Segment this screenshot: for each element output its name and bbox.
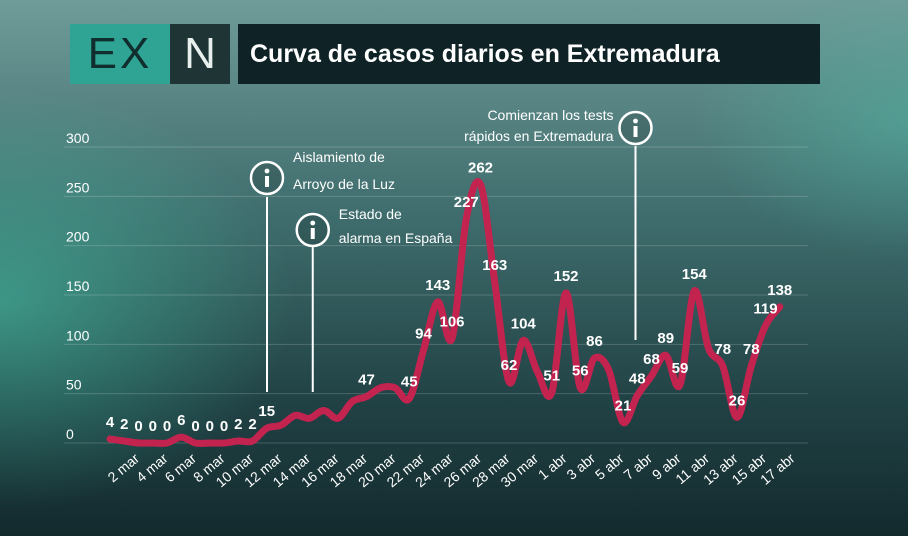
data-label: 56 [572,363,589,380]
data-label: 0 [220,418,228,435]
y-tick-label: 300 [66,130,90,146]
data-label: 152 [553,268,578,285]
data-label: 2 [248,416,256,433]
data-label: 89 [657,330,674,347]
info-icon-dot [633,118,638,124]
data-label: 48 [629,371,646,388]
info-icon-bar [310,228,315,239]
info-icon-dot [264,168,270,174]
data-label: 106 [439,313,464,330]
annotation-label: Comienzan los tests [487,107,613,123]
data-label: 163 [482,257,507,274]
data-label: 78 [743,341,760,358]
x-tick-label: 4 mar [133,450,171,485]
x-tick-label: 7 abr [620,450,655,483]
series-line [106,178,784,447]
data-label: 45 [401,374,418,391]
data-label: 59 [672,360,689,377]
data-label: 119 [753,301,777,318]
data-label: 227 [454,194,479,211]
data-label: 0 [149,418,157,435]
data-label: 21 [615,397,632,414]
annotation-label: rápidos en Extremadura [464,128,614,144]
y-tick-label: 250 [66,179,90,195]
data-label: 0 [163,418,171,435]
data-label: 94 [415,325,432,342]
page-title: Curva de casos diarios en Extremadura [250,40,720,68]
data-label: 262 [468,159,493,176]
data-label: 86 [586,333,603,350]
data-label: 2 [120,416,128,433]
logo-ex: EX [70,24,170,84]
annotation-label: Aislamiento de [293,149,385,165]
info-icon-bar [265,176,269,187]
data-label: 62 [501,357,518,374]
y-tick-label: 150 [66,278,90,294]
logo-n: N [170,24,230,84]
y-tick-label: 100 [66,327,90,343]
y-tick-label: 200 [66,229,90,245]
data-label: 0 [134,418,142,435]
data-label: 4 [106,414,115,431]
data-label: 78 [714,341,731,358]
data-label: 47 [358,372,375,389]
data-label: 104 [511,315,537,332]
y-tick-label: 50 [66,377,82,393]
x-tick-label: 6 mar [161,450,199,485]
data-label: 15 [258,403,275,420]
x-tick-label: 5 abr [592,450,627,483]
data-label: 2 [234,416,242,433]
data-label: 0 [191,418,199,435]
info-icon-bar [633,126,638,137]
x-tick-label: 1 abr [535,450,570,483]
data-label: 138 [767,282,792,299]
data-label: 0 [206,418,214,435]
x-tick-label: 3 abr [563,450,598,483]
data-label: 6 [177,412,185,429]
data-label: 154 [682,266,708,283]
data-label: 26 [729,392,746,409]
title-bar: Curva de casos diarios en Extremadura [238,24,820,84]
annotation-label: alarma en España [339,230,453,246]
info-icon-dot [310,220,316,226]
x-tick-label: 2 mar [104,450,142,485]
annotation-label: Estado de [339,206,402,222]
y-tick-label: 0 [66,426,74,442]
data-label: 68 [643,351,660,368]
data-label: 143 [425,277,450,294]
annotation-label: Arroyo de la Luz [293,176,395,192]
data-label: 51 [543,368,560,385]
